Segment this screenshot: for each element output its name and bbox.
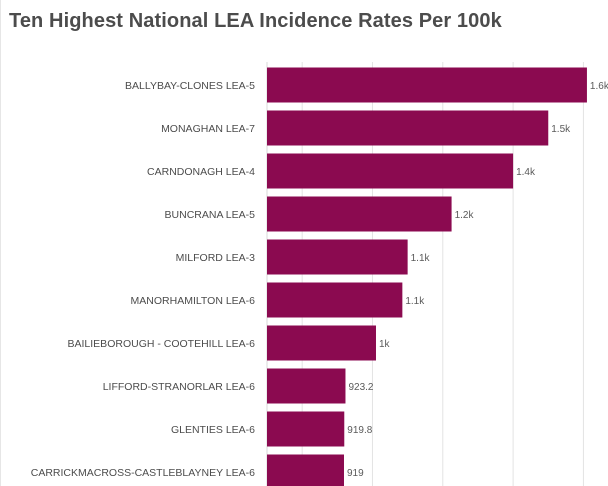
value-label: 1.6k	[590, 81, 608, 92]
category-label: BUNCRANA LEA-5	[165, 209, 256, 221]
bar	[267, 411, 345, 447]
value-label: 1.1k	[411, 253, 431, 264]
value-label: 1.4k	[516, 167, 536, 178]
category-label: CARNDONAGH LEA-4	[147, 166, 255, 178]
value-label: 1.5k	[551, 124, 571, 135]
bar	[267, 454, 344, 486]
value-label: 1.2k	[455, 210, 475, 221]
bar	[267, 282, 403, 318]
category-label: CARRICKMACROSS-CASTLEBLAYNEY LEA-6	[31, 467, 255, 479]
bar	[267, 368, 346, 404]
bar	[267, 67, 587, 103]
bar	[267, 325, 376, 361]
bar	[267, 196, 452, 232]
value-label: 919.8	[347, 425, 372, 436]
value-label: 923.2	[348, 382, 373, 393]
bar	[267, 239, 408, 275]
chart-title: Ten Highest National LEA Incidence Rates…	[9, 10, 502, 32]
category-label: GLENTIES LEA-6	[171, 424, 255, 436]
value-label: 1.1k	[405, 296, 425, 307]
category-label: BAILIEBOROUGH - COOTEHILL LEA-6	[68, 338, 256, 350]
category-label: LIFFORD-STRANORLAR LEA-6	[103, 381, 255, 393]
category-label: MANORHAMILTON LEA-6	[131, 295, 256, 307]
category-label: BALLYBAY-CLONES LEA-5	[125, 80, 255, 92]
category-label: MONAGHAN LEA-7	[161, 123, 255, 135]
bar	[267, 153, 514, 189]
category-label: MILFORD LEA-3	[176, 252, 256, 264]
bar	[267, 110, 549, 146]
value-label: 919	[347, 468, 364, 479]
value-label: 1k	[379, 339, 391, 350]
